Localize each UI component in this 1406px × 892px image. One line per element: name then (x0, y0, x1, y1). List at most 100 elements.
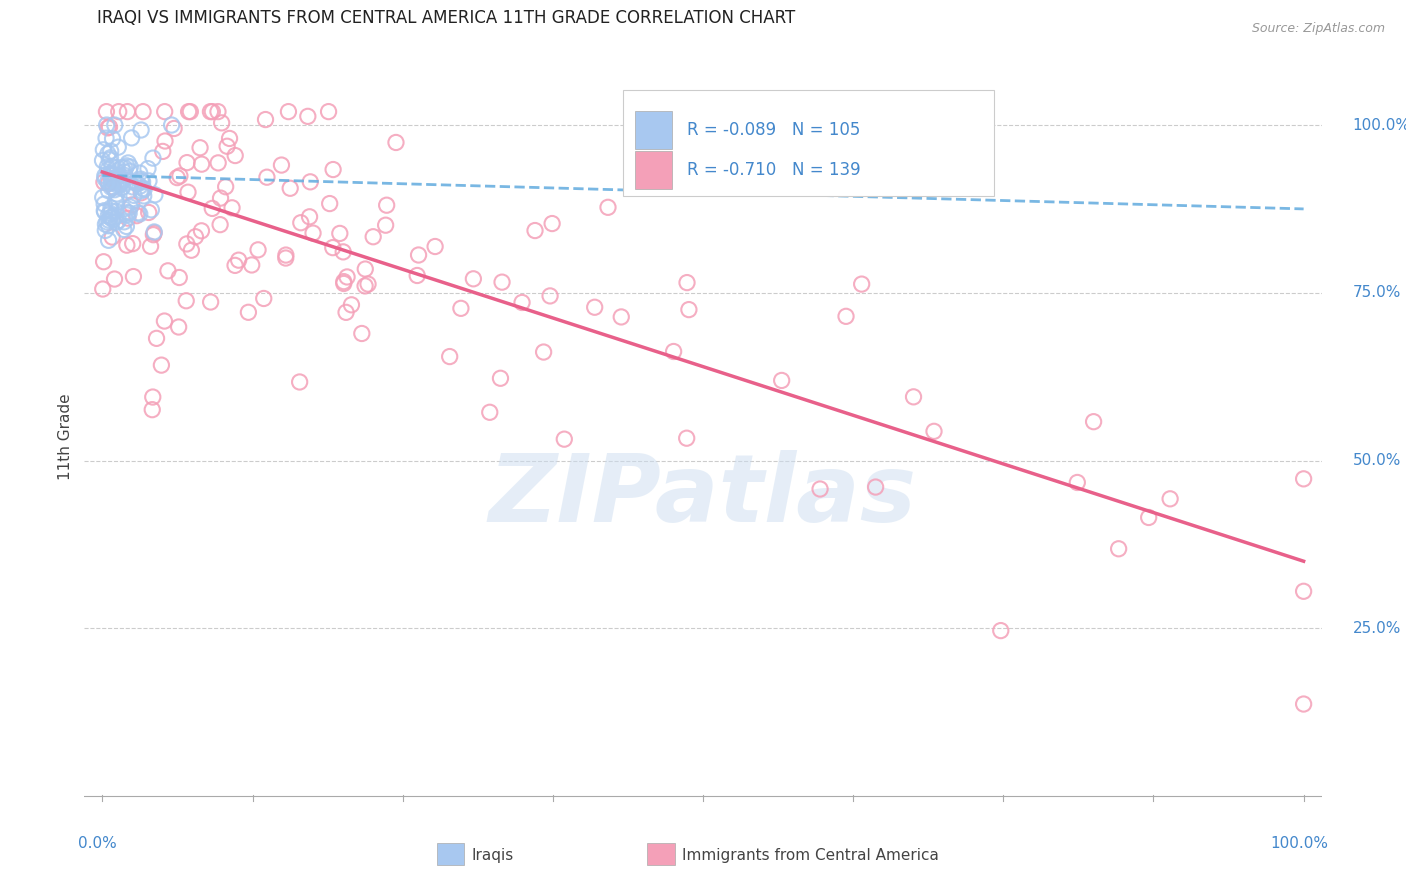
Point (97, 120, 120, 135)
Point (112, 215, 135, 229)
Point (153, 134, 176, 148)
Point (538, 289, 561, 303)
Point (105, 161, 128, 175)
Point (541, 217, 564, 231)
Point (96, 104, 118, 119)
Text: Iraqis: Iraqis (471, 848, 513, 863)
Point (439, 350, 461, 364)
Point (153, 314, 176, 328)
Point (129, 179, 152, 194)
Point (97, 213, 120, 227)
Point (100, 144, 122, 158)
Point (350, 326, 373, 341)
Point (120, 160, 142, 174)
Point (118, 164, 141, 178)
Point (990, 624, 1012, 638)
Point (332, 244, 354, 259)
Point (200, 104, 222, 119)
Point (524, 223, 547, 237)
Point (180, 244, 202, 258)
Point (299, 175, 322, 189)
Point (167, 270, 190, 285)
Point (297, 109, 319, 123)
Point (489, 371, 512, 385)
Point (406, 268, 429, 283)
Point (163, 121, 186, 136)
Point (132, 181, 155, 195)
Point (596, 200, 619, 214)
Point (184, 229, 207, 244)
Point (118, 184, 141, 198)
Point (131, 184, 153, 198)
Point (167, 320, 190, 334)
Point (553, 432, 575, 446)
Point (336, 269, 359, 284)
Point (117, 211, 139, 226)
Point (122, 188, 145, 202)
Point (318, 196, 340, 211)
Point (217, 139, 239, 153)
Point (101, 169, 124, 183)
Point (93, 175, 115, 189)
Point (131, 175, 153, 189)
Point (491, 275, 513, 289)
Point (408, 248, 430, 262)
Point (98, 120, 121, 134)
Point (278, 181, 301, 195)
Point (118, 206, 141, 220)
Point (357, 277, 380, 292)
Point (247, 243, 270, 257)
Bar (636, 111, 672, 149)
Point (107, 213, 129, 227)
Point (111, 161, 134, 175)
Text: 75.0%: 75.0% (1353, 285, 1400, 301)
Point (332, 277, 354, 291)
Point (101, 172, 124, 186)
Point (98, 206, 121, 220)
Point (150, 358, 173, 372)
Point (104, 174, 127, 188)
Point (1083, 415, 1105, 429)
Point (101, 180, 124, 194)
Point (1066, 475, 1088, 490)
Point (160, 118, 183, 132)
Point (298, 210, 321, 224)
Point (224, 259, 246, 273)
Point (510, 295, 533, 310)
Point (1292, 584, 1315, 599)
Point (865, 480, 887, 494)
Point (91, 190, 114, 204)
Point (156, 264, 179, 278)
Point (105, 204, 128, 219)
Point (94, 217, 117, 231)
Point (322, 241, 344, 255)
Point (129, 186, 152, 200)
Point (288, 375, 311, 389)
Point (136, 161, 159, 176)
Text: 100.0%: 100.0% (1353, 118, 1406, 133)
Point (209, 218, 232, 232)
Point (169, 169, 191, 183)
Point (117, 104, 139, 119)
Bar (636, 151, 672, 189)
Point (190, 224, 212, 238)
Point (318, 104, 340, 119)
Point (121, 198, 143, 212)
Point (115, 219, 138, 234)
Point (132, 104, 155, 119)
Point (354, 262, 377, 277)
Point (100, 180, 122, 194)
Point (808, 482, 831, 496)
Point (201, 202, 224, 216)
Point (128, 207, 150, 221)
Point (675, 431, 697, 445)
Text: R = -0.710   N = 139: R = -0.710 N = 139 (688, 161, 860, 179)
Point (835, 310, 858, 324)
Point (176, 155, 198, 169)
Point (240, 258, 263, 272)
Point (177, 104, 200, 119)
Point (143, 226, 166, 240)
Point (127, 205, 149, 219)
Point (104, 118, 127, 132)
Point (97, 184, 120, 198)
